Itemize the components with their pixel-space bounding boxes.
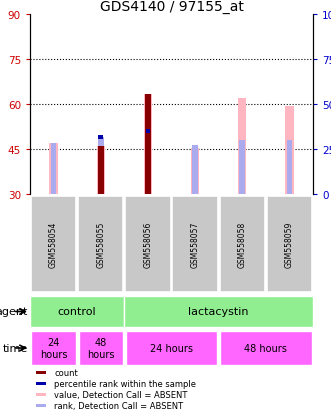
Bar — [36, 404, 46, 407]
Bar — [239, 141, 245, 195]
Bar — [78, 197, 123, 292]
Bar — [125, 197, 170, 292]
Text: GSM558056: GSM558056 — [143, 221, 152, 268]
Text: percentile rank within the sample: percentile rank within the sample — [54, 379, 196, 388]
Text: control: control — [58, 307, 96, 317]
Text: count: count — [54, 368, 78, 377]
Bar — [51, 144, 56, 195]
Text: time: time — [3, 343, 28, 353]
Bar — [172, 197, 218, 292]
Bar — [31, 197, 76, 292]
Title: GDS4140 / 97155_at: GDS4140 / 97155_at — [100, 0, 243, 14]
Bar — [285, 106, 294, 195]
Text: GSM558054: GSM558054 — [49, 221, 58, 268]
Text: 24
hours: 24 hours — [40, 337, 67, 359]
Text: 48 hours: 48 hours — [244, 343, 287, 353]
Bar — [220, 331, 311, 366]
Text: GSM558055: GSM558055 — [96, 221, 105, 268]
Text: GSM558058: GSM558058 — [238, 221, 247, 268]
Bar — [36, 371, 46, 374]
Bar — [287, 141, 292, 195]
Bar — [30, 296, 124, 328]
Text: lactacystin: lactacystin — [188, 307, 249, 317]
Bar — [219, 197, 265, 292]
Bar — [36, 393, 46, 396]
Bar — [144, 94, 152, 195]
Text: 48
hours: 48 hours — [87, 337, 115, 359]
Text: agent: agent — [0, 307, 28, 317]
Bar — [238, 99, 247, 195]
Bar — [145, 94, 151, 195]
Text: GSM558057: GSM558057 — [191, 221, 200, 268]
Text: 24 hours: 24 hours — [150, 343, 193, 353]
Bar — [191, 148, 199, 195]
Bar — [126, 331, 217, 366]
Bar — [146, 129, 150, 134]
Text: rank, Detection Call = ABSENT: rank, Detection Call = ABSENT — [54, 401, 183, 410]
Bar — [124, 296, 313, 328]
Bar — [49, 144, 58, 195]
Bar — [78, 331, 123, 366]
Text: value, Detection Call = ABSENT: value, Detection Call = ABSENT — [54, 390, 188, 399]
Bar — [31, 331, 76, 366]
Bar — [98, 147, 104, 195]
Bar — [192, 145, 198, 195]
Bar — [98, 135, 103, 140]
Bar — [145, 132, 151, 195]
Bar — [267, 197, 312, 292]
Bar — [36, 382, 46, 385]
Bar — [98, 138, 104, 195]
Bar — [97, 147, 105, 195]
Text: GSM558059: GSM558059 — [285, 221, 294, 268]
